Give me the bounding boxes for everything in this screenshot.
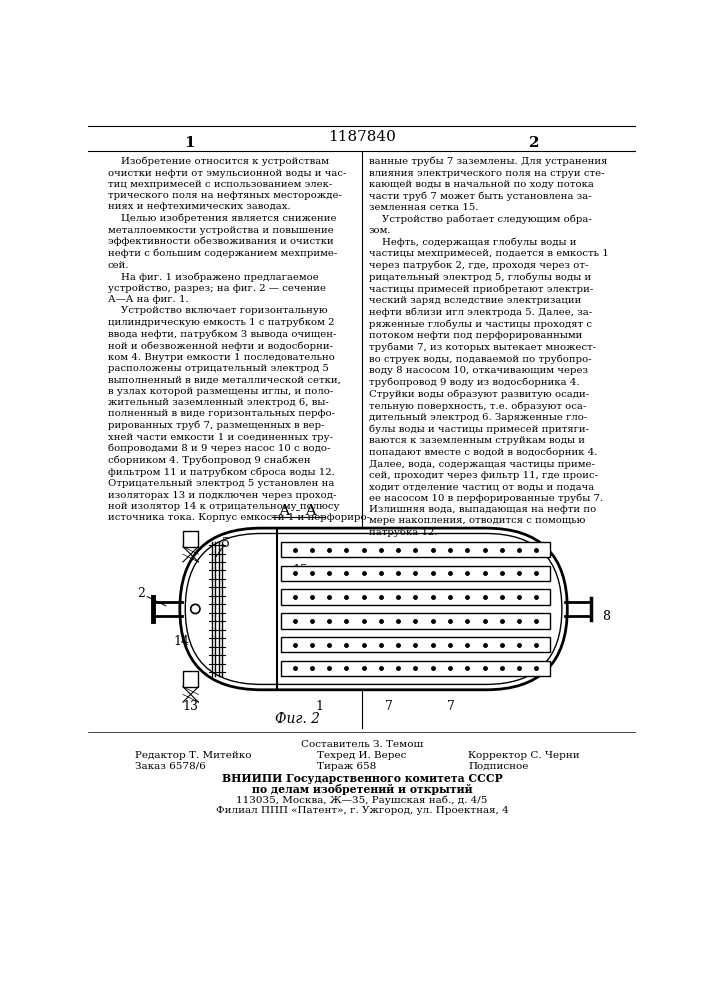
Text: по делам изобретений и открытий: по делам изобретений и открытий	[252, 784, 472, 795]
Text: 2: 2	[137, 587, 145, 600]
Text: А - А: А - А	[279, 504, 317, 518]
Bar	[281, 589, 550, 605]
Text: Подписное: Подписное	[468, 762, 529, 771]
Bar	[281, 566, 550, 581]
Bar	[183, 531, 199, 547]
Bar	[281, 637, 550, 652]
Text: 7: 7	[447, 700, 455, 713]
Text: Корректор С. Черни: Корректор С. Черни	[468, 751, 580, 760]
Text: 5: 5	[223, 537, 230, 550]
Text: 14: 14	[173, 635, 189, 648]
Text: Тираж 658: Тираж 658	[317, 762, 376, 771]
Text: 8: 8	[602, 610, 610, 623]
Bar	[281, 661, 550, 676]
Text: Редактор Т. Митейко: Редактор Т. Митейко	[135, 751, 252, 760]
Text: Филиал ППП «Патент», г. Ужгород, ул. Проектная, 4: Филиал ППП «Патент», г. Ужгород, ул. Про…	[216, 806, 508, 815]
Text: ВНИИПИ Государственного комитета СССР: ВНИИПИ Государственного комитета СССР	[221, 773, 503, 784]
Text: Изобретение относится к устройствам
очистки нефти от эмульсионной воды и час-
ти: Изобретение относится к устройствам очис…	[107, 157, 370, 522]
Text: Составитель З. Темош: Составитель З. Темош	[300, 740, 423, 749]
Text: 7: 7	[385, 700, 393, 713]
Text: Фиг. 2: Фиг. 2	[275, 712, 320, 726]
Text: ванные трубы 7 заземлены. Для устранения
влияния электрического поля на струи ст: ванные трубы 7 заземлены. Для устранения…	[369, 157, 609, 537]
Text: 13: 13	[182, 700, 199, 713]
Text: 15: 15	[292, 564, 308, 577]
Text: 1: 1	[184, 136, 194, 150]
Bar	[281, 613, 550, 629]
Bar	[281, 542, 550, 557]
Text: 2: 2	[529, 136, 539, 150]
Text: Техред И. Верес: Техред И. Верес	[317, 751, 407, 760]
Text: 1: 1	[315, 700, 323, 713]
Text: 1187840: 1187840	[328, 130, 396, 144]
FancyBboxPatch shape	[180, 528, 567, 690]
Bar	[183, 671, 199, 687]
Text: Заказ 6578/6: Заказ 6578/6	[135, 762, 206, 771]
Text: 113035, Москва, Ж—35, Раушская наб., д. 4/5: 113035, Москва, Ж—35, Раушская наб., д. …	[236, 795, 488, 805]
